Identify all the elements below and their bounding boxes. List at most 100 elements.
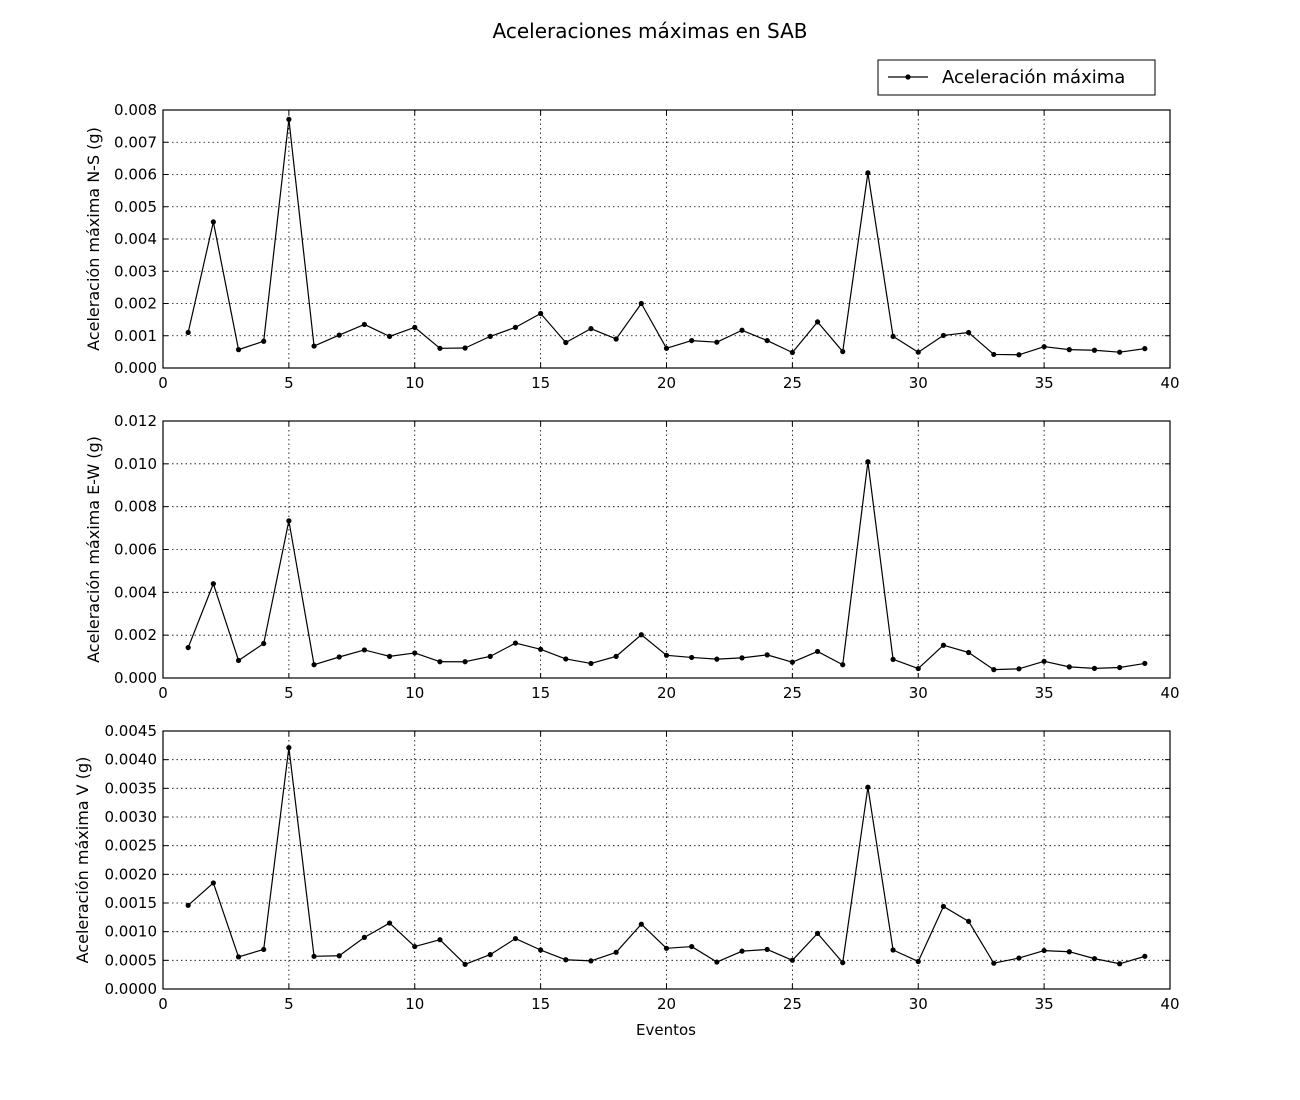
- x-tick-label: 0: [158, 374, 168, 392]
- data-point: [1142, 953, 1148, 959]
- data-point: [563, 656, 569, 662]
- x-tick-label: 15: [531, 374, 550, 392]
- data-point: [336, 654, 342, 660]
- x-tick-label: 10: [405, 684, 424, 702]
- y-axis-label: Aceleración máxima E-W (g): [84, 436, 103, 663]
- legend: Aceleración máxima: [877, 59, 1156, 96]
- data-point: [512, 935, 519, 942]
- data-point: [991, 351, 997, 358]
- x-tick-label: 0: [158, 684, 168, 702]
- y-tick-label: 0.012: [114, 412, 157, 430]
- figure-title: Aceleraciones máximas en SAB: [493, 19, 808, 43]
- data-point: [689, 943, 695, 950]
- data-point: [1117, 961, 1123, 967]
- x-tick-label: 40: [1160, 684, 1179, 702]
- y-tick-label: 0.0035: [105, 779, 158, 797]
- data-point: [185, 329, 191, 336]
- data-point: [991, 960, 997, 966]
- data-point: [286, 116, 292, 122]
- data-point: [563, 957, 569, 963]
- data-point: [538, 646, 544, 652]
- chart-panel-2: 0 5 10 15 20 25 30 35 40 0.000 0.002 0.004 0.006 0.00…: [84, 412, 1180, 702]
- x-tick-label: 25: [783, 995, 802, 1013]
- data-point: [890, 333, 896, 339]
- data-point: [613, 653, 619, 659]
- data-point: [512, 324, 519, 330]
- data-point: [1016, 666, 1022, 672]
- data-point: [462, 345, 468, 351]
- x-tick-label: 20: [657, 995, 676, 1013]
- data-point: [689, 337, 695, 344]
- x-tick-label: 5: [284, 374, 294, 392]
- data-point: [714, 656, 720, 662]
- chart-panel-3: 0 5 10 15 20 25 30 35 40 0.0000 0.0005 0.0010 0.0015…: [73, 722, 1180, 1013]
- y-tick-label: 0.005: [114, 198, 157, 216]
- data-point: [261, 946, 267, 953]
- y-tick-label: 0.008: [114, 101, 157, 119]
- axes-frame: [162, 420, 1171, 679]
- data-point: [789, 957, 795, 963]
- data-point: [210, 581, 216, 587]
- data-point: [1041, 658, 1047, 664]
- data-point: [840, 960, 846, 966]
- data-point: [386, 333, 393, 339]
- y-tick-label: 0.000: [114, 359, 157, 377]
- data-point: [789, 659, 795, 665]
- y-tick-label: 0.004: [114, 583, 157, 601]
- x-tick-label: 30: [909, 995, 928, 1013]
- y-tick-label: 0.0025: [105, 837, 158, 855]
- data-point: [286, 518, 292, 524]
- y-tick-label: 0.0030: [105, 808, 158, 826]
- data-point: [739, 948, 745, 954]
- x-tick-label: 25: [783, 374, 802, 392]
- data-point: [915, 665, 921, 672]
- data-point: [689, 654, 695, 661]
- data-point: [940, 903, 947, 910]
- data-point: [613, 949, 619, 955]
- data-point: [235, 657, 242, 664]
- x-tick-label: 15: [531, 684, 550, 702]
- data-point: [412, 943, 418, 950]
- y-tick-label: 0.006: [114, 166, 157, 184]
- data-point: [361, 647, 367, 653]
- chart-panel-1: 0 5 10 15 20 25 30 35 40 0.000 0.001 0.002 0.003 0.00…: [84, 101, 1180, 392]
- data-point: [261, 640, 267, 647]
- data-point: [210, 219, 216, 225]
- data-point: [437, 937, 443, 943]
- data-point: [1066, 664, 1072, 670]
- data-point: [235, 347, 242, 353]
- x-tick-label: 15: [531, 995, 550, 1013]
- y-axis-label: Aceleración máxima V (g): [73, 757, 92, 964]
- data-point: [764, 652, 770, 658]
- x-tick-label: 25: [783, 684, 802, 702]
- x-tick-label: 5: [284, 995, 294, 1013]
- data-point: [437, 659, 443, 665]
- x-tick-label: 20: [657, 684, 676, 702]
- x-tick-label: 30: [909, 684, 928, 702]
- data-point: [386, 920, 393, 926]
- x-tick-label: 20: [657, 374, 676, 392]
- data-point: [739, 655, 745, 661]
- data-point: [890, 947, 896, 953]
- data-point: [1117, 349, 1123, 355]
- y-tick-label: 0.0010: [105, 923, 158, 941]
- x-tick-label: 10: [405, 374, 424, 392]
- data-point: [966, 329, 972, 336]
- y-tick-label: 0.0040: [105, 751, 158, 769]
- y-tick-label: 0.0020: [105, 865, 158, 883]
- data-point: [789, 349, 795, 356]
- data-point: [739, 327, 745, 333]
- data-point: [588, 958, 594, 964]
- data-point: [1066, 949, 1072, 955]
- x-axis-label: Eventos: [636, 1021, 696, 1039]
- y-tick-label: 0.001: [114, 327, 157, 345]
- data-point: [991, 667, 997, 673]
- data-point: [563, 339, 569, 346]
- data-point: [1091, 347, 1098, 353]
- data-point: [538, 310, 544, 317]
- data-point: [336, 332, 342, 338]
- axes-frame: [162, 730, 1171, 990]
- data-point: [814, 930, 821, 936]
- data-point: [462, 659, 468, 665]
